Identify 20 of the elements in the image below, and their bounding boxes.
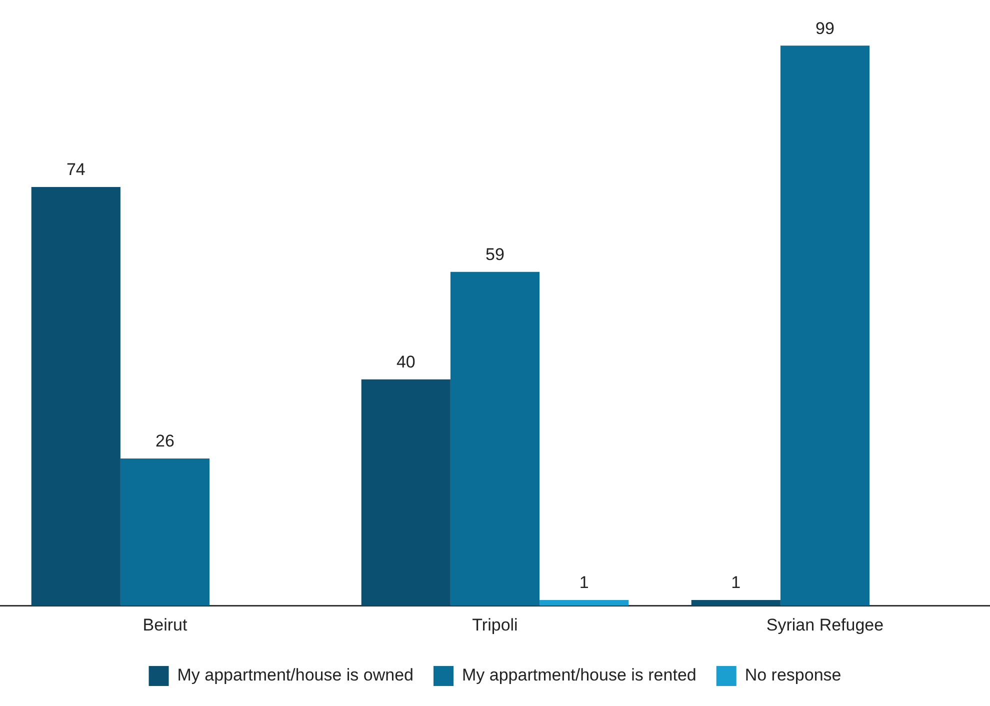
bar — [540, 600, 629, 606]
legend-label: My appartment/house is rented — [462, 666, 696, 685]
legend-label: My appartment/house is owned — [177, 666, 414, 685]
x-tick-label: Tripoli — [472, 615, 518, 634]
data-label: 74 — [66, 160, 86, 180]
x-tick-label: Beirut — [142, 615, 188, 634]
data-label: 99 — [816, 18, 834, 38]
bar — [691, 600, 780, 606]
legend-label: No response — [744, 666, 842, 685]
x-tick-label: Syrian Refugee — [766, 615, 884, 634]
data-label: 26 — [156, 432, 174, 451]
data-label: 59 — [486, 245, 504, 264]
bar — [31, 187, 120, 606]
bar — [120, 458, 210, 606]
bar — [361, 379, 450, 606]
data-label: 1 — [731, 573, 741, 592]
bar — [450, 272, 540, 606]
bar — [780, 46, 870, 606]
data-label: 40 — [396, 352, 416, 372]
data-label: 1 — [579, 573, 589, 592]
